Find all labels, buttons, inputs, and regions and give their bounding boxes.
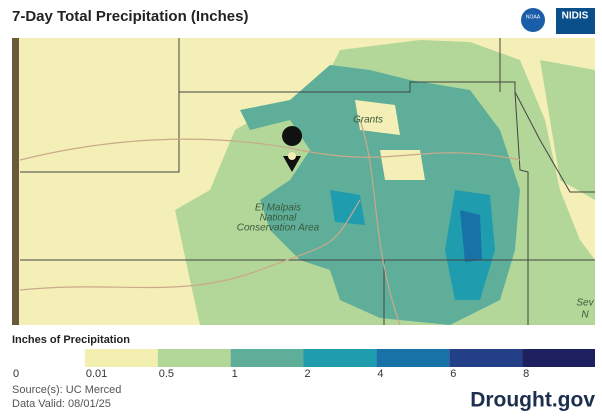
- legend-swatch: [84, 349, 158, 367]
- brand: Drought.gov: [470, 389, 595, 412]
- nidis-logo: [556, 8, 595, 34]
- map-label: Conservation Area: [237, 223, 320, 234]
- legend-tick-label: 6: [450, 368, 456, 380]
- legend-swatch: [376, 349, 450, 367]
- legend-tick-label: 0: [13, 368, 19, 380]
- map: [12, 38, 595, 326]
- legend-title: Inches of Precipitation: [12, 334, 130, 346]
- legend-swatch: [303, 349, 377, 367]
- legend-swatch: [449, 349, 523, 367]
- map-label: Grants: [353, 115, 383, 126]
- legend-swatch: [522, 349, 595, 367]
- legend-swatch: [157, 349, 231, 367]
- legend-tick-label: 0.5: [159, 368, 174, 380]
- map-label: N: [581, 310, 589, 321]
- map-label: El Malpais: [255, 203, 301, 214]
- legend-tick-label: 8: [523, 368, 529, 380]
- legend-tick-label: 0.01: [86, 368, 107, 380]
- noaa-logo: [521, 8, 545, 32]
- map-label: Sev: [576, 298, 594, 309]
- source: Source(s): UC Merced: [12, 384, 121, 396]
- legend-tick-label: 1: [232, 368, 238, 380]
- nidis-logo-text: NIDIS: [562, 11, 589, 22]
- legend-swatch: [230, 349, 304, 367]
- date: Data Valid: 08/01/25: [12, 398, 111, 410]
- legend-tick-label: 4: [377, 368, 383, 380]
- legend-swatch: [12, 349, 85, 367]
- title: 7-Day Total Precipitation (Inches): [12, 8, 248, 25]
- noaa-logo-text: NOAA: [526, 14, 541, 20]
- map-label: National: [260, 213, 297, 224]
- legend: 0 0.01 0.5 1 2 4 6 8: [12, 349, 595, 380]
- legend-tick-label: 2: [305, 368, 311, 380]
